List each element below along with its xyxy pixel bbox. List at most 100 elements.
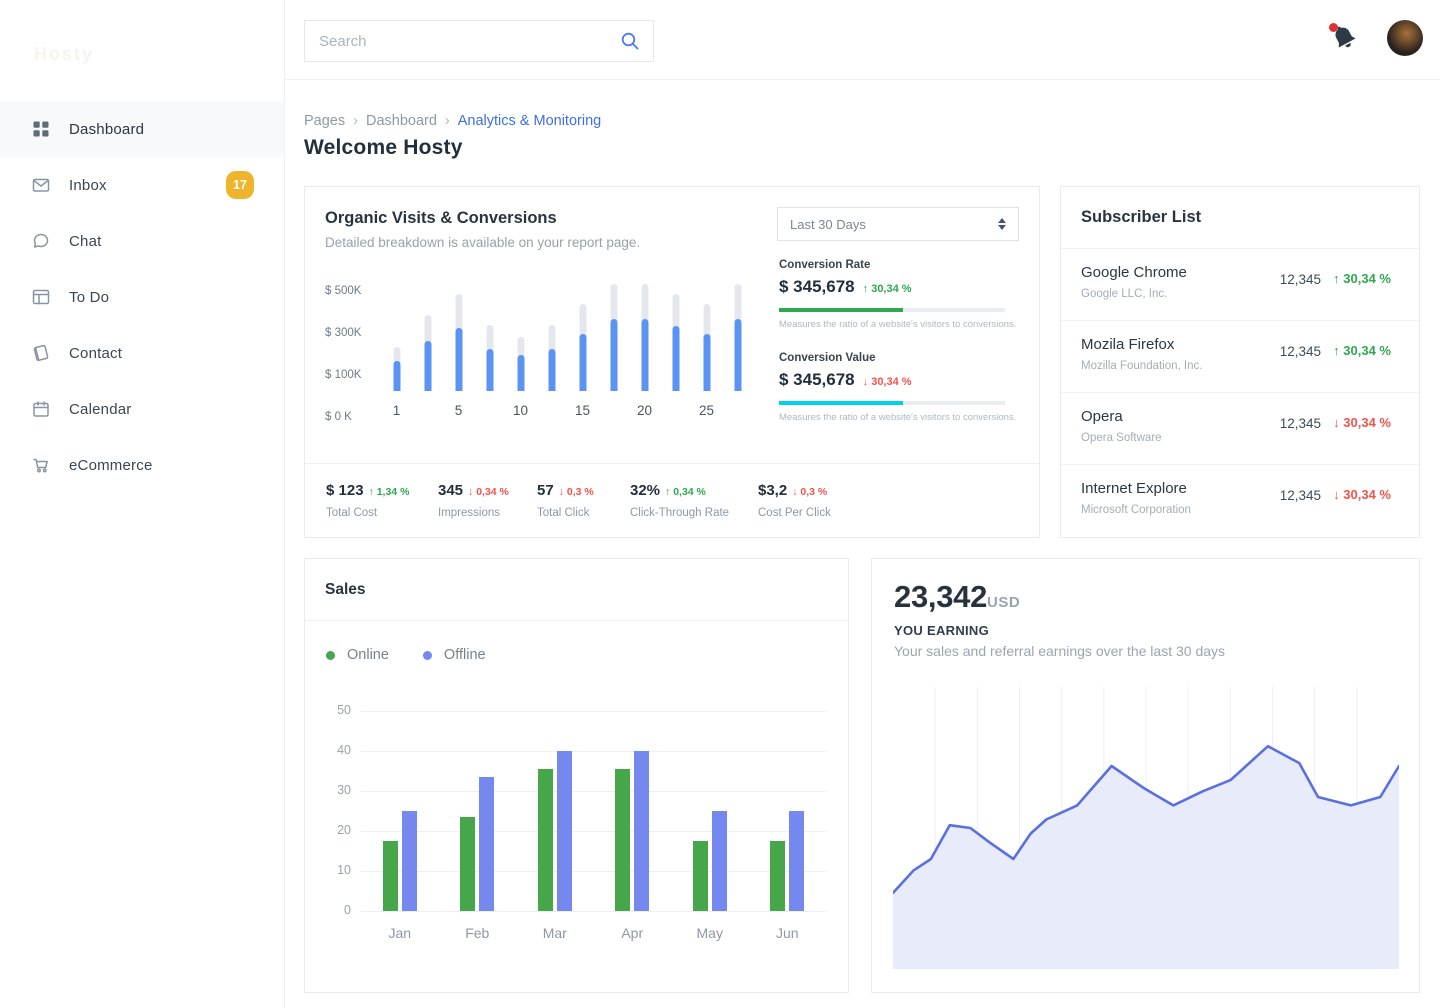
- y-tick-label: 10: [337, 863, 351, 877]
- sidebar-item-contact[interactable]: Contact: [0, 325, 284, 381]
- stat-value-row: 345 ↓ 0,34 %: [438, 482, 529, 500]
- subscriber-row[interactable]: Mozila Firefox Mozilla Foundation, Inc. 12…: [1061, 321, 1419, 393]
- online-bar: [382, 841, 398, 911]
- stat-label: Total Cost: [326, 507, 378, 519]
- bar-visits: [703, 334, 710, 391]
- subscriber-delta: ↓ 30,34 %: [1333, 487, 1391, 502]
- metric-progress-fill: [779, 308, 904, 312]
- card-title: Subscriber List: [1081, 208, 1202, 226]
- subscriber-company: Mozilla Foundation, Inc.: [1081, 360, 1203, 372]
- search-input[interactable]: [317, 31, 619, 51]
- stat-value: 32%: [630, 482, 661, 499]
- search-box: [304, 20, 654, 62]
- search-icon[interactable]: [619, 30, 641, 52]
- sales-group-jun: Jun: [749, 711, 827, 941]
- organic-bar-slot: [722, 281, 753, 391]
- subscriber-count: 12,345: [1279, 272, 1321, 287]
- x-tick-label: 20: [636, 403, 653, 418]
- online-bar: [460, 817, 476, 911]
- earnings-description: Your sales and referral earnings over th…: [894, 643, 1226, 659]
- x-tick-label: 15: [574, 403, 591, 418]
- sidebar-item-label: To Do: [69, 288, 110, 306]
- bar-visits: [517, 355, 524, 391]
- online-bar: [692, 841, 708, 911]
- x-tick-label: 5: [454, 403, 463, 418]
- x-tick-label: 10: [512, 403, 529, 418]
- subscriber-rows: Google Chrome Google LLC, Inc. 12,345 ↑ 30,…: [1061, 249, 1419, 537]
- metric-value: $ 345,678: [779, 277, 855, 296]
- x-tick-label: Mar: [542, 925, 567, 941]
- sales-group-may: May: [671, 711, 749, 941]
- subscriber-row[interactable]: Opera Opera Software 12,345 ↓ 30,34 %: [1061, 393, 1419, 465]
- sidebar-item-to-do[interactable]: To Do: [0, 269, 284, 325]
- subscriber-count: 12,345: [1279, 344, 1321, 359]
- sidebar-item-calendar[interactable]: Calendar: [0, 381, 284, 437]
- subscriber-company: Opera Software: [1081, 432, 1162, 444]
- organic-bar-slot: 15: [567, 281, 598, 418]
- bar-visits: [486, 349, 493, 391]
- organic-bar-slot: [536, 281, 567, 391]
- stat-label: Impressions: [438, 507, 500, 519]
- legend-label: Online: [347, 647, 389, 663]
- offline-bar: [479, 777, 495, 911]
- metric-delta: ↓ 30,34 %: [862, 376, 912, 388]
- x-tick-label: 25: [698, 403, 715, 418]
- earnings-amount: 23,342USD: [894, 579, 1020, 615]
- organic-bar-slot: 25: [691, 281, 722, 418]
- user-avatar[interactable]: [1387, 20, 1423, 56]
- sidebar-item-label: Calendar: [69, 400, 132, 418]
- notification-dot: [1329, 23, 1338, 32]
- breadcrumb-link-dashboard[interactable]: Dashboard: [365, 113, 437, 129]
- sidebar-item-ecommerce[interactable]: eCommerce: [0, 437, 284, 493]
- stat-total-cost: $ 123 ↑ 1,34 % Total Cost: [326, 482, 438, 519]
- y-tick-label: $ 0 K: [325, 411, 352, 423]
- metric-label: Conversion Value: [779, 352, 876, 364]
- sidebar-item-chat[interactable]: Chat: [0, 213, 284, 269]
- sales-legend: Online Offline: [326, 647, 486, 663]
- subscriber-row[interactable]: Google Chrome Google LLC, Inc. 12,345 ↑ 30,…: [1061, 249, 1419, 321]
- period-select[interactable]: Last 30 Days: [777, 207, 1019, 241]
- metric-conversion-value: Conversion Value $ 345,678 ↓ 30,34 % Measur…: [779, 352, 1017, 423]
- stat-cost-per-click: $3,2 ↓ 0,3 % Cost Per Click: [758, 482, 839, 519]
- x-tick-label: May: [696, 925, 723, 941]
- subscriber-delta: ↑ 30,34 %: [1333, 343, 1391, 358]
- metric-description: Measures the ratio of a website's visito…: [779, 319, 1017, 330]
- subscriber-name: Opera: [1081, 408, 1123, 425]
- bar-visits: [579, 334, 586, 391]
- bar-visits: [610, 319, 617, 391]
- subscriber-row[interactable]: Internet Explore Microsoft Corporation 12,…: [1061, 465, 1419, 537]
- sidebar-item-dashboard[interactable]: Dashboard: [0, 101, 284, 157]
- chevron-updown-icon: [998, 218, 1006, 230]
- organic-bar-slot: 10: [505, 281, 536, 418]
- organic-bar-slot: 20: [629, 281, 660, 418]
- breadcrumb-link-pages[interactable]: Pages: [304, 113, 346, 129]
- bar-visits: [455, 328, 462, 391]
- sales-group-feb: Feb: [439, 711, 517, 941]
- gridline: [361, 911, 826, 912]
- stat-impressions: 345 ↓ 0,34 % Impressions: [438, 482, 537, 519]
- stat-value-row: $ 123 ↑ 1,34 %: [326, 482, 430, 500]
- subscriber-list-card: Subscriber List Google Chrome Google LLC,…: [1060, 186, 1420, 538]
- sidebar-item-inbox[interactable]: Inbox 17: [0, 157, 284, 213]
- metric-progress-bar: [779, 401, 1005, 405]
- stat-label: Cost Per Click: [758, 507, 831, 519]
- stat-delta: ↑ 0,34 %: [665, 486, 706, 498]
- gridline: [361, 871, 826, 872]
- breadcrumb-current[interactable]: Analytics & Monitoring: [457, 113, 602, 129]
- card-title: Sales: [325, 580, 366, 598]
- sales-card: Sales Online Offline 0 10 20 30 40 50 Jan Feb Ma…: [304, 558, 849, 993]
- metric-value: $ 345,678: [779, 370, 855, 389]
- sales-group-mar: Mar: [516, 711, 594, 941]
- stat-label: Total Click: [537, 507, 590, 519]
- metric-description: Measures the ratio of a website's visito…: [779, 412, 1017, 423]
- notifications-bell-icon[interactable]: [1328, 22, 1364, 58]
- legend-dot: [326, 650, 335, 660]
- contact-icon: [31, 343, 51, 363]
- metric-progress-bar: [779, 308, 1005, 312]
- x-tick-label: Jan: [388, 925, 412, 941]
- subscriber-name: Internet Explore: [1081, 480, 1187, 497]
- organic-bar-slot: [474, 281, 505, 391]
- sales-group-apr: Apr: [594, 711, 672, 941]
- organic-visits-card: Organic Visits & Conversions Detailed br…: [304, 186, 1040, 538]
- stat-value: $3,2: [758, 482, 788, 499]
